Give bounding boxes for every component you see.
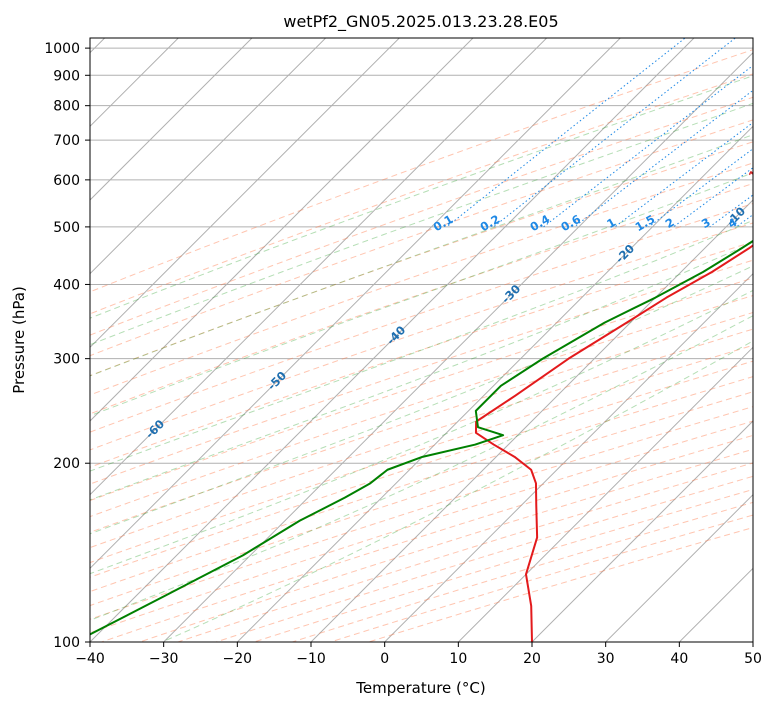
temperature-profile (474, 244, 753, 642)
isotherm--20 (236, 125, 753, 642)
isotherm--40 (90, 38, 695, 642)
x-tick-label: 0 (380, 651, 389, 667)
dry-adiabat (90, 162, 753, 396)
isotherm--50 (90, 38, 622, 570)
mixing-ratio-line (543, 64, 753, 228)
isotherm-0 (383, 272, 753, 642)
reference-lines (90, 38, 753, 642)
y-tick-label: 500 (53, 220, 80, 236)
isotherm--80 (90, 38, 401, 349)
dry-adiabat (138, 448, 753, 642)
mixing-ratio-line (614, 121, 753, 228)
isotherm-20 (531, 420, 753, 642)
mixing-ratio-line (446, 38, 686, 228)
x-tick-label: −10 (296, 651, 326, 667)
dewpoint-profile (90, 239, 753, 636)
y-tick-label: 300 (53, 352, 80, 368)
dry-adiabat (290, 501, 753, 642)
dry-adiabat (176, 462, 753, 642)
plot-frame (89, 37, 754, 643)
dry-adiabat (90, 277, 753, 502)
isotherm--100 (90, 38, 253, 201)
y-tick-label: 1000 (44, 41, 80, 57)
y-axis-title: Pressure (hPa) (10, 286, 28, 394)
y-tick-label: 400 (53, 277, 80, 293)
chart-title: wetPf2_GN05.2025.013.23.28.E05 (283, 12, 558, 32)
dry-adiabat (328, 514, 753, 642)
dry-adiabat (90, 259, 753, 485)
mixing-ratio-line (493, 38, 737, 228)
isotherm--30 (162, 51, 753, 642)
dry-adiabat (90, 73, 753, 315)
y-tick-label: 900 (53, 68, 80, 84)
x-tick-label: 10 (449, 651, 467, 667)
moist-adiabat (90, 289, 753, 575)
y-tick-label: 700 (53, 133, 80, 149)
isotherm--70 (90, 38, 474, 422)
x-tick-label: −30 (149, 651, 179, 667)
y-tick-label: 200 (53, 456, 80, 472)
sounding-profiles (90, 239, 753, 642)
x-tick-label: −40 (75, 651, 105, 667)
dry-adiabat (90, 294, 753, 518)
moist-adiabat (90, 102, 753, 346)
isotherm-30 (604, 493, 753, 642)
dry-adiabat (90, 406, 753, 620)
moist-adiabat (90, 241, 753, 501)
dry-adiabat (90, 360, 753, 578)
dry-adiabat (90, 311, 753, 533)
x-tick-label: 40 (670, 651, 688, 667)
isotherm-10 (457, 346, 753, 642)
y-tick-label: 600 (53, 173, 80, 189)
dry-adiabat (90, 420, 753, 634)
x-tick-label: 30 (597, 651, 615, 667)
isotherm--10 (310, 199, 753, 642)
dry-adiabat (90, 49, 753, 293)
axes: −40 −30 −20 −10 0 10 20 30 40 50 100 200 300 400 500 60… (44, 41, 762, 667)
x-tick-label: −20 (223, 651, 253, 667)
x-tick-label: 20 (523, 651, 541, 667)
dry-adiabat (90, 202, 753, 433)
x-tick-label: 50 (744, 651, 762, 667)
isotherm--60 (90, 38, 548, 496)
x-axis-title: Temperature (°C) (355, 679, 485, 697)
y-tick-label: 100 (53, 635, 80, 651)
mixing-ratio-line (573, 89, 753, 228)
y-tick-label: 800 (53, 99, 80, 115)
isotherm--90 (90, 38, 327, 275)
moist-adiabat-label: 10 (746, 161, 767, 182)
dry-adiabat (90, 183, 753, 415)
moist-adiabat (90, 265, 753, 535)
moist-adiabat (90, 172, 753, 417)
dry-adiabat (90, 344, 753, 564)
